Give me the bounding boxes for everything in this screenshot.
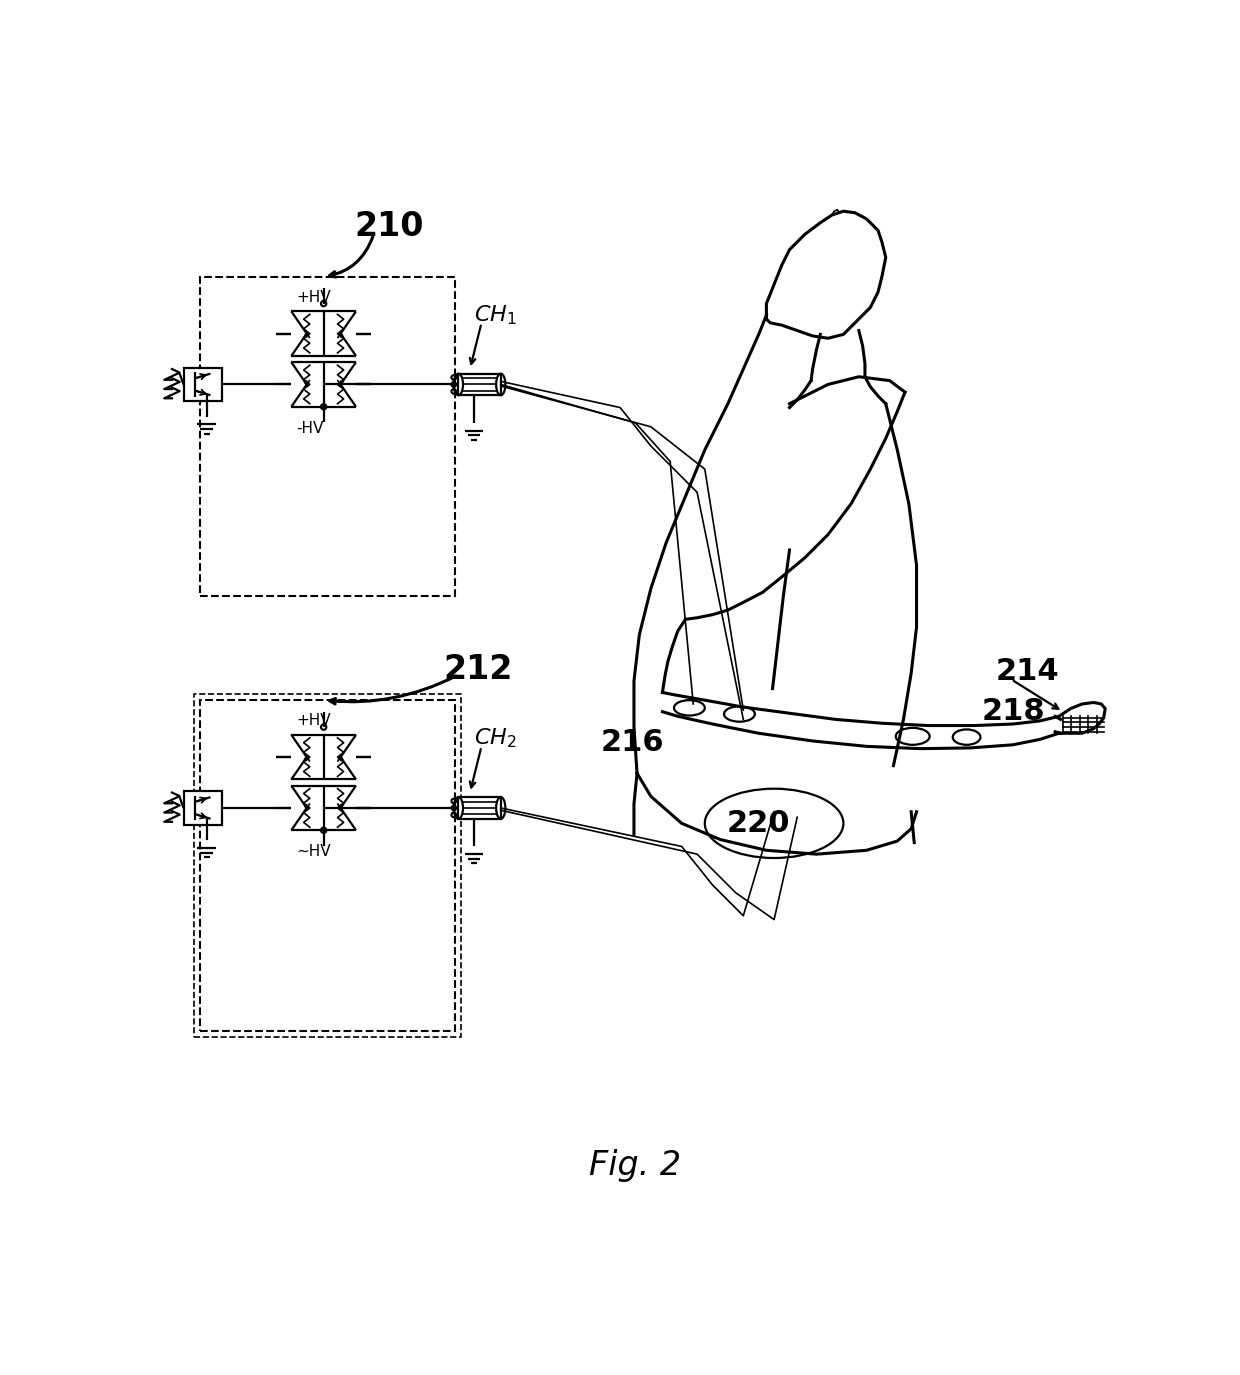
Text: ~HV: ~HV — [296, 844, 331, 859]
Text: 216: 216 — [601, 727, 665, 758]
Text: 212: 212 — [443, 653, 512, 686]
Bar — [201, 276, 455, 597]
Text: +HV: +HV — [296, 714, 331, 729]
Bar — [184, 367, 222, 401]
Text: Fig. 2: Fig. 2 — [589, 1150, 682, 1182]
Text: 210: 210 — [355, 210, 424, 243]
Text: CH$_2$: CH$_2$ — [474, 727, 517, 751]
Text: +HV: +HV — [296, 290, 331, 305]
Bar — [195, 694, 461, 1037]
Text: -HV: -HV — [296, 421, 324, 436]
Text: 220: 220 — [727, 808, 790, 837]
Text: CH$_1$: CH$_1$ — [474, 304, 517, 327]
Bar — [459, 798, 501, 818]
Bar — [459, 374, 501, 395]
Bar — [184, 791, 222, 825]
Text: 214: 214 — [996, 657, 1059, 686]
Text: 218: 218 — [982, 697, 1045, 726]
Bar — [201, 700, 455, 1031]
